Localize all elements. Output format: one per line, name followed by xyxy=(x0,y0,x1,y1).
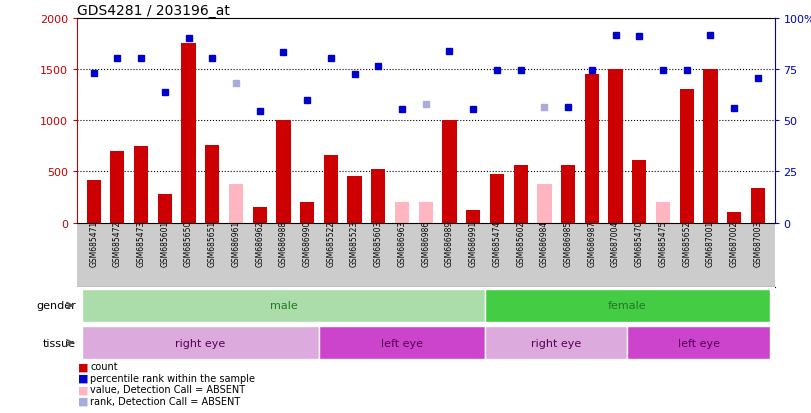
Text: ■: ■ xyxy=(79,396,88,406)
Text: value, Detection Call = ABSENT: value, Detection Call = ABSENT xyxy=(90,385,245,394)
Bar xyxy=(466,211,480,223)
Bar xyxy=(513,166,528,223)
Text: count: count xyxy=(90,361,118,371)
Text: right eye: right eye xyxy=(531,338,581,348)
Bar xyxy=(561,166,575,223)
Text: female: female xyxy=(608,301,646,311)
Bar xyxy=(319,326,485,359)
Bar xyxy=(277,121,290,223)
Bar xyxy=(371,170,385,223)
Bar xyxy=(205,145,220,223)
Text: left eye: left eye xyxy=(678,338,719,348)
Bar xyxy=(490,175,504,223)
Text: ■: ■ xyxy=(79,361,88,371)
Bar xyxy=(110,152,125,223)
Bar xyxy=(418,203,433,223)
Bar xyxy=(182,44,195,223)
Bar xyxy=(727,213,741,223)
Text: male: male xyxy=(269,301,298,311)
Text: ■: ■ xyxy=(79,373,88,383)
Bar xyxy=(485,326,628,359)
Bar xyxy=(585,75,599,223)
Bar xyxy=(537,184,551,223)
Text: GDS4281 / 203196_at: GDS4281 / 203196_at xyxy=(77,4,230,18)
Bar xyxy=(442,121,457,223)
Bar xyxy=(347,177,362,223)
Bar xyxy=(300,203,315,223)
Bar xyxy=(656,203,670,223)
Bar xyxy=(134,146,148,223)
Text: gender: gender xyxy=(36,301,76,311)
Text: right eye: right eye xyxy=(175,338,225,348)
Bar xyxy=(680,90,694,223)
Bar xyxy=(395,203,410,223)
Text: ■: ■ xyxy=(79,385,88,394)
Bar xyxy=(87,180,101,223)
Bar xyxy=(751,188,765,223)
Bar xyxy=(608,70,623,223)
Bar xyxy=(632,161,646,223)
Bar xyxy=(485,289,770,322)
Text: tissue: tissue xyxy=(43,338,76,348)
Text: percentile rank within the sample: percentile rank within the sample xyxy=(90,373,255,383)
Bar xyxy=(157,195,172,223)
Bar xyxy=(252,208,267,223)
Bar xyxy=(324,156,338,223)
Bar xyxy=(82,289,485,322)
Bar xyxy=(703,70,718,223)
Text: left eye: left eye xyxy=(381,338,423,348)
Bar xyxy=(628,326,770,359)
Bar xyxy=(82,326,319,359)
Bar xyxy=(229,184,243,223)
Text: rank, Detection Call = ABSENT: rank, Detection Call = ABSENT xyxy=(90,396,240,406)
